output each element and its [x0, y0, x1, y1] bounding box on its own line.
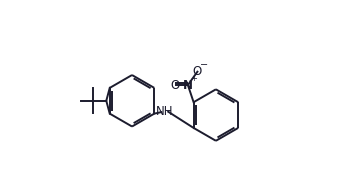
Text: −: − [200, 60, 208, 70]
Text: NH: NH [156, 105, 174, 118]
Text: N: N [183, 79, 193, 92]
Text: O: O [170, 79, 179, 92]
Text: O: O [193, 65, 202, 78]
Text: +: + [190, 74, 197, 83]
